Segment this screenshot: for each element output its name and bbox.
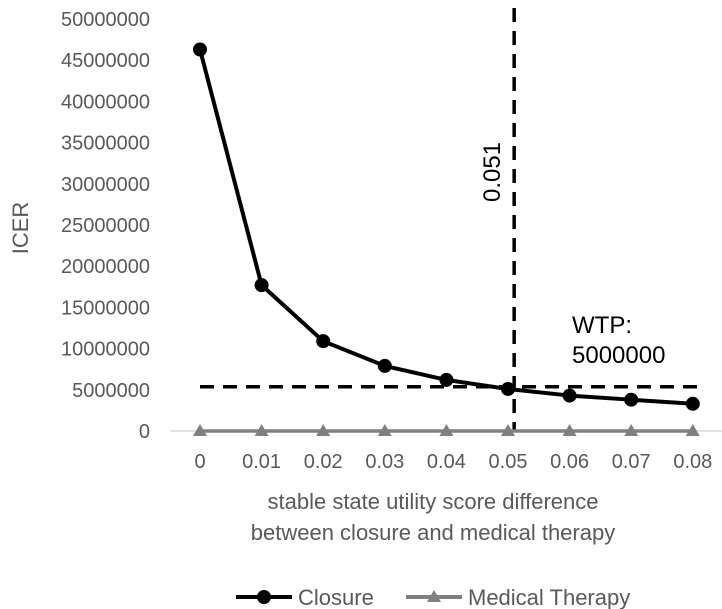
legend-closure-marker xyxy=(257,590,271,604)
x-tick-label: 0 xyxy=(194,451,205,473)
y-tick-label: 5000000 xyxy=(72,380,150,402)
closure-point xyxy=(377,358,392,373)
vertical-reference-label: 0.051 xyxy=(479,142,506,202)
medical-therapy-point xyxy=(193,424,207,436)
x-tick-label: 0.03 xyxy=(365,451,404,473)
y-tick-label: 35000000 xyxy=(61,133,150,155)
x-tick-label: 0.04 xyxy=(427,451,466,473)
medical-therapy-point xyxy=(562,424,577,436)
wtp-value-label: 5000000 xyxy=(572,342,665,369)
closure-point xyxy=(501,381,515,396)
y-tick-label: 30000000 xyxy=(61,174,150,196)
wtp-label: WTP: xyxy=(572,312,632,339)
y-axis-ticks: 0 5000000 10000000 15000000 20000000 25000000… xyxy=(61,9,150,443)
y-tick-label: 25000000 xyxy=(61,215,150,237)
closure-point xyxy=(193,42,207,57)
y-tick-label: 15000000 xyxy=(61,297,150,319)
legend: Closure Medical Therapy xyxy=(236,585,630,609)
medical-therapy-point xyxy=(316,424,331,436)
x-tick-label: 0.01 xyxy=(242,451,281,473)
medical-therapy-point xyxy=(501,424,515,436)
closure-point xyxy=(316,334,331,349)
x-axis-title-line2: between closure and medical therapy xyxy=(251,520,615,545)
y-tick-label: 20000000 xyxy=(61,256,150,278)
series-layer xyxy=(193,42,700,436)
medical-therapy-point xyxy=(685,424,700,436)
closure-point xyxy=(685,396,700,411)
x-tick-label: 0.06 xyxy=(550,451,589,473)
legend-medical-therapy-marker xyxy=(427,590,441,602)
x-tick-label: 0.05 xyxy=(489,451,528,473)
closure-point xyxy=(562,388,577,403)
medical-therapy-point xyxy=(377,424,392,436)
medical-therapy-point xyxy=(624,424,639,436)
y-tick-label: 10000000 xyxy=(61,339,150,361)
medical-therapy-point xyxy=(439,424,454,436)
medical-therapy-point xyxy=(254,424,269,436)
x-tick-label: 0.07 xyxy=(612,451,651,473)
closure-point xyxy=(624,392,639,407)
legend-closure-label: Closure xyxy=(298,585,374,609)
x-tick-label: 0.08 xyxy=(673,451,712,473)
closure-point xyxy=(439,372,454,387)
legend-medical-therapy-label: Medical Therapy xyxy=(468,585,630,609)
x-axis-ticks: 0 0.01 0.02 0.03 0.04 0.05 0.06 0.07 0.08 xyxy=(194,451,712,473)
x-tick-label: 0.02 xyxy=(304,451,343,473)
y-tick-label: 40000000 xyxy=(61,91,150,113)
y-tick-label: 45000000 xyxy=(61,50,150,72)
closure-point xyxy=(254,278,269,293)
x-axis-title-line1: stable state utility score difference xyxy=(268,489,599,514)
y-axis-title: ICER xyxy=(8,202,33,255)
y-tick-label: 0 xyxy=(139,421,150,443)
y-tick-label: 50000000 xyxy=(61,9,150,31)
